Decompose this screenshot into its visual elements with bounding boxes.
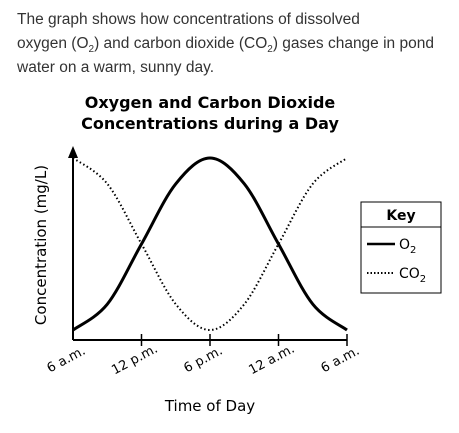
legend-co2-sub: 2 — [420, 274, 426, 285]
series-line-o2 — [72, 156, 348, 332]
x-tick-labels: 6 a.m. 12 p.m. 6 p.m. 12 a.m. 6 a.m. — [45, 342, 363, 379]
intro-line-3: water on a warm, sunny day. — [17, 59, 214, 76]
series-lines — [72, 156, 348, 332]
y-axis-label: Concentration (mg/L) — [32, 165, 50, 325]
intro-line-2-part-b: ) and carbon dioxide (CO — [94, 35, 268, 52]
legend-o2-sub: 2 — [410, 245, 416, 256]
legend: Key O2 CO2 — [360, 201, 442, 294]
legend-title: Key — [386, 208, 415, 224]
x-tick-label: 6 p.m. — [181, 344, 225, 377]
chart-title-line-2: Concentrations during a Day — [81, 114, 339, 133]
intro-line-1: The graph shows how concentrations of di… — [17, 11, 360, 28]
intro-line-2: oxygen (O2) and carbon dioxide (CO2) gas… — [17, 32, 453, 56]
x-tick-label: 12 p.m. — [109, 342, 160, 379]
chart-title-line-1: Oxygen and Carbon Dioxide — [85, 93, 336, 112]
legend-o2-base: O — [399, 237, 410, 253]
x-tick-label: 12 a.m. — [246, 342, 297, 379]
legend-co2-base: CO — [399, 266, 420, 282]
intro-line-2-part-c: ) gases change in pond — [272, 35, 434, 52]
y-axis-arrow — [68, 146, 78, 158]
x-tick-label: 6 a.m. — [319, 344, 363, 377]
legend-o2-label: O2 — [399, 237, 416, 256]
intro-o2-subscript: 2 — [88, 44, 95, 56]
x-axis-label: Time of Day — [164, 397, 255, 415]
x-ticks — [140, 334, 348, 346]
series-line-co2 — [72, 157, 348, 332]
intro-line-2-part-a: oxygen (O — [17, 35, 89, 52]
legend-box — [360, 201, 442, 294]
intro-text: The graph shows how concentrations of di… — [17, 8, 453, 80]
intro-co2-subscript: 2 — [267, 44, 273, 56]
legend-co2-label: CO2 — [399, 266, 426, 285]
x-tick-label: 6 a.m. — [45, 344, 89, 377]
